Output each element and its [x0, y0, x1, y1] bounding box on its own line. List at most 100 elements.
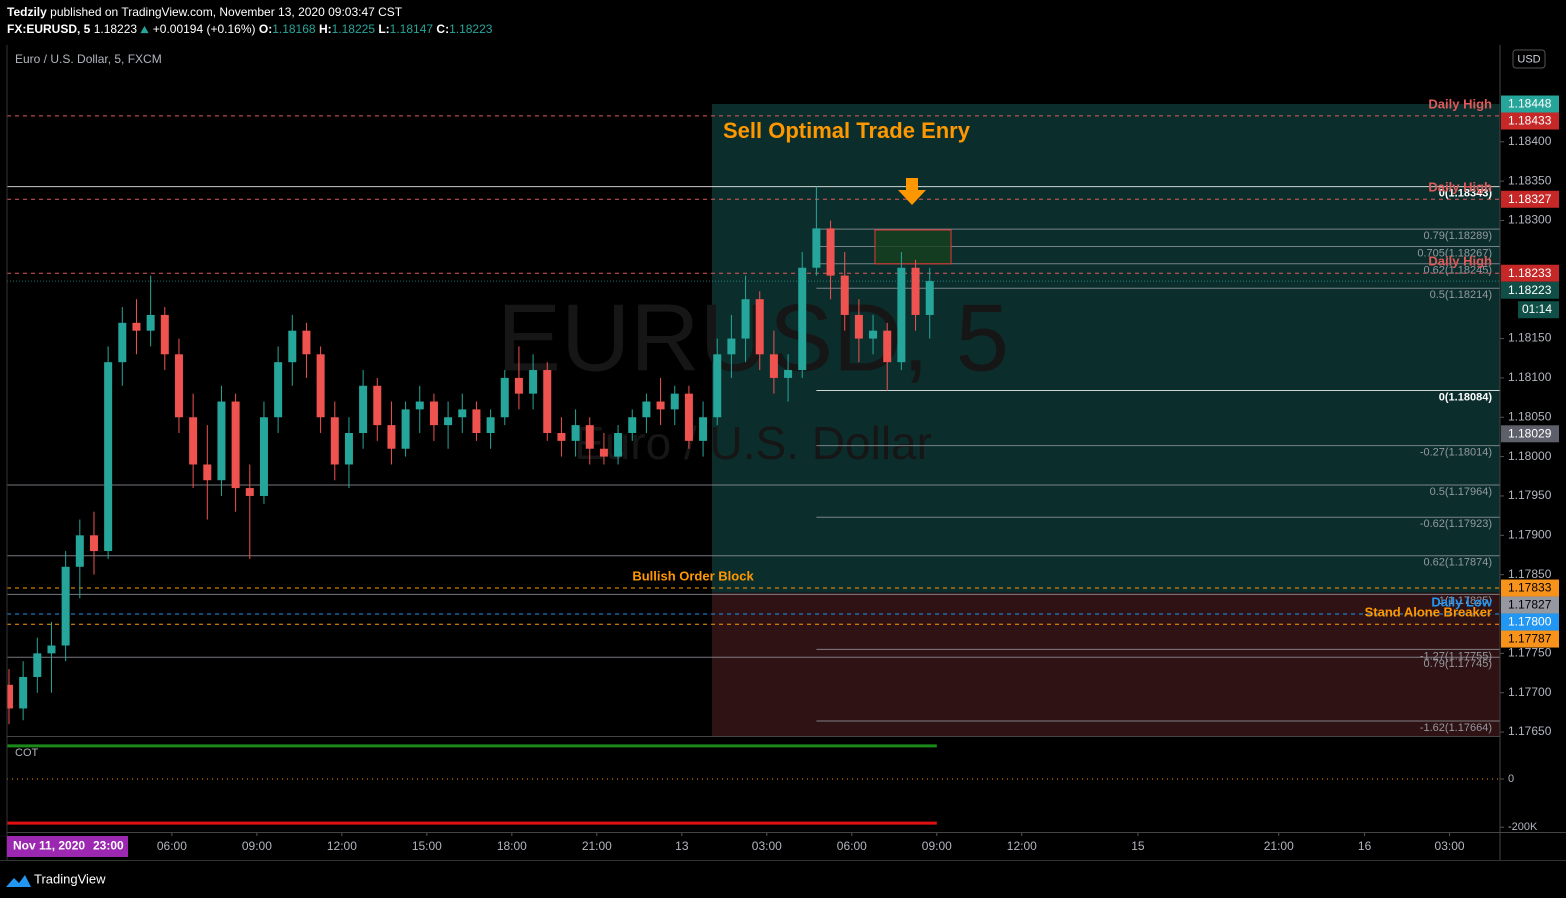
candle-body: [189, 417, 198, 465]
candle-body: [769, 354, 778, 378]
candle-body: [543, 370, 552, 433]
candle-body: [684, 393, 693, 441]
x-tick-label: 09:00: [242, 839, 272, 853]
annotation: Sell Optimal Trade Enry: [723, 118, 971, 143]
published: published on TradingView.com, November 1…: [50, 5, 403, 19]
price-tag-label: 1.17833: [1508, 581, 1552, 595]
x-tick-label: 12:00: [1007, 839, 1037, 853]
candle-body: [486, 417, 495, 433]
pane-title: COT: [15, 747, 39, 759]
y-tick-label: 1.18400: [1508, 134, 1552, 148]
fib-label: 0.79(1.18289): [1424, 230, 1493, 242]
level-label: Daily High: [1428, 180, 1492, 195]
x-tick-label: 03:00: [1435, 839, 1465, 853]
y-tick-label: 1.17950: [1508, 488, 1552, 502]
candle-body: [656, 401, 665, 410]
level-label: Daily High: [1428, 96, 1492, 111]
x-tick-label: 16: [1358, 839, 1372, 853]
watermark-sub: Euro / U.S. Dollar: [574, 417, 932, 469]
x-tick-label: 06:00: [837, 839, 867, 853]
fib-label: -0.27(1.18014): [1420, 446, 1492, 458]
candle-body: [670, 393, 679, 410]
candle-body: [19, 676, 28, 709]
candle-body: [259, 417, 268, 496]
candle-body: [359, 385, 368, 433]
fib-label: 0.62(1.17874): [1424, 557, 1493, 569]
fib-label: 0.705(1.18267): [1417, 247, 1492, 259]
header-line: Tedzily published on TradingView.com, No…: [7, 4, 492, 21]
date-tag: [7, 836, 128, 857]
arrow: [898, 178, 926, 205]
x-tick-label: 18:00: [497, 839, 527, 853]
level-label: Stand Alone Breaker: [1365, 605, 1492, 620]
candle-body: [89, 535, 98, 552]
x-tick-label: 09:00: [922, 839, 952, 853]
fib-label: 0.5(1.18214): [1430, 289, 1492, 301]
fib-label: -1.27(1.17755): [1420, 650, 1492, 662]
candle-body: [344, 432, 353, 465]
price-tag-label: 1.18448: [1508, 97, 1552, 111]
candle-body: [104, 362, 113, 552]
price-tag-label: 1.18327: [1508, 192, 1552, 206]
watermark: EURUSD, 5: [497, 284, 1009, 391]
price-tag-label: 1.18029: [1508, 426, 1552, 440]
candle-body: [330, 417, 339, 465]
candle-body: [826, 228, 835, 276]
candle-body: [628, 417, 637, 433]
candle-body: [599, 448, 608, 457]
level-label: Daily High: [1428, 254, 1492, 269]
price-tag-label: 1.18433: [1508, 114, 1552, 128]
candle-body: [174, 354, 183, 418]
price-tag: [1501, 425, 1559, 443]
candle-body: [288, 330, 297, 363]
ohlc-value: 1.18225: [331, 22, 375, 36]
y-tick-label: 1.18300: [1508, 213, 1552, 227]
ohlc-label: L:: [378, 22, 390, 36]
symbol: FX:EURUSD, 5: [7, 22, 91, 36]
candle-body: [472, 409, 481, 433]
countdown-tag: [1518, 301, 1559, 319]
y-tick-label: 1.17750: [1508, 646, 1552, 660]
candle-body: [203, 464, 212, 481]
candle-body: [883, 330, 892, 363]
y-tick-label: 1.18000: [1508, 449, 1552, 463]
candle-body: [401, 409, 410, 449]
fib-label: 0(1.18084): [1439, 391, 1493, 403]
candle-body: [925, 281, 934, 315]
ohlc-value: 1.18147: [389, 22, 434, 36]
price-tag: [1501, 264, 1559, 282]
candle-body: [854, 314, 863, 339]
price-tag-label: 1.18223: [1508, 283, 1552, 297]
price-tag: [1501, 95, 1559, 113]
fib-label: 0(1.18343): [1439, 188, 1493, 200]
candle-body: [47, 645, 56, 654]
x-tick-label: 13: [675, 839, 689, 853]
y-tick-label: 1.18050: [1508, 409, 1552, 423]
up-arrow: [140, 25, 149, 34]
fib-label: -0.62(1.17923): [1420, 518, 1492, 530]
price-tag: [1501, 112, 1559, 130]
header-line: FX:EURUSD, 5 1.18223 +0.00194 (+0.16%) O…: [7, 21, 492, 38]
candle-body: [897, 267, 906, 363]
candle-body: [373, 385, 382, 426]
y-tick-label: 1.18350: [1508, 173, 1552, 187]
candle-body: [75, 535, 84, 567]
ohlc-value: 1.18168: [272, 22, 316, 36]
price-tag: [1501, 596, 1559, 614]
level-label: Bullish Order Block: [632, 568, 754, 583]
candle-body: [642, 401, 651, 418]
candle-body: [713, 354, 722, 418]
x-tick-label: 21:00: [1264, 839, 1294, 853]
y-tick-label: 1.17650: [1508, 724, 1552, 738]
entry-box: [874, 229, 952, 265]
candle-body: [529, 370, 538, 394]
y-tick-label: 1.17700: [1508, 685, 1552, 699]
candle-body: [911, 267, 920, 315]
target-zone: [712, 104, 1500, 593]
price-tag-label: 1.18233: [1508, 266, 1552, 280]
candle-body: [727, 338, 736, 355]
currency-button[interactable]: [1512, 49, 1546, 69]
x-tick-label: 12:00: [327, 839, 357, 853]
